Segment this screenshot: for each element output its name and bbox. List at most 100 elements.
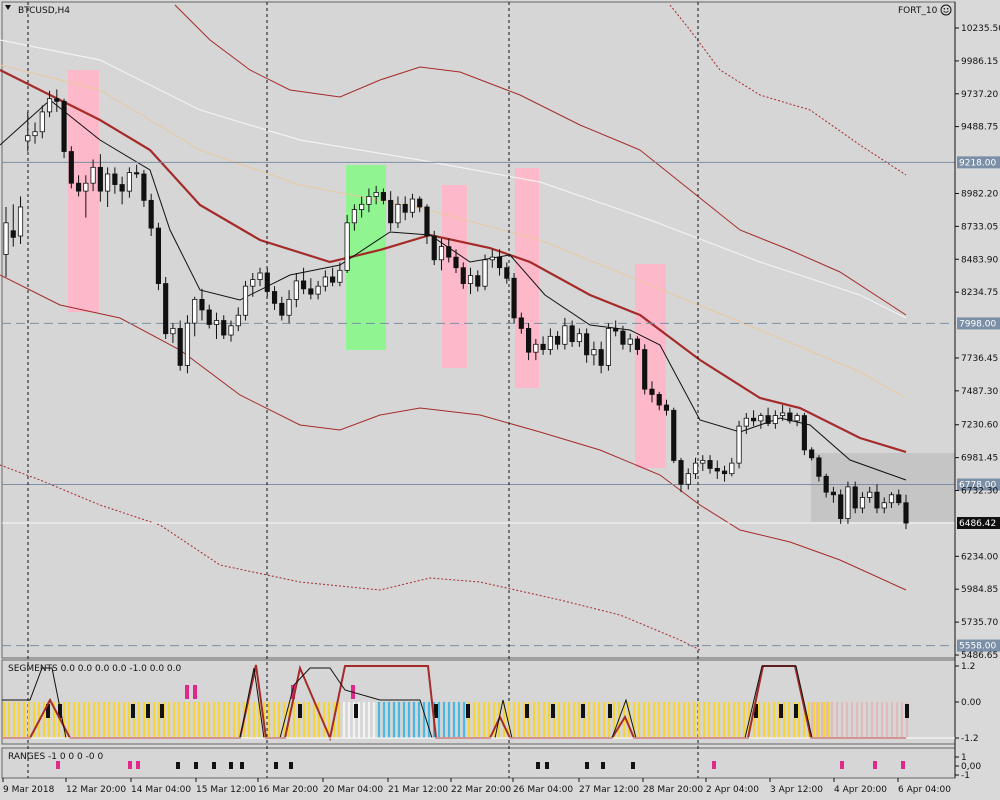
candle[interactable] [598,341,604,374]
candle[interactable] [823,473,829,498]
candle[interactable] [257,267,263,287]
candle[interactable] [25,111,31,152]
candle[interactable] [562,317,568,350]
candle[interactable] [584,328,590,363]
candle[interactable] [221,315,227,340]
candle[interactable] [751,410,757,427]
candle[interactable] [409,193,416,218]
candle[interactable] [315,280,321,300]
candle[interactable] [308,278,314,300]
candle[interactable] [112,167,118,194]
candle[interactable] [794,412,800,427]
ranges-panel[interactable]: 10,00-1 [56,753,981,781]
candle[interactable] [838,489,844,524]
candle[interactable] [293,272,299,308]
candle[interactable] [431,230,437,266]
candle[interactable] [896,489,902,506]
candle[interactable] [663,399,670,416]
candle[interactable] [780,405,786,421]
segments-panel[interactable]: 1.2 0.00 -1.2 [2,662,981,744]
candle[interactable] [97,154,103,202]
candle[interactable] [743,412,749,435]
candle[interactable] [816,455,822,482]
candle[interactable] [540,336,546,355]
candle[interactable] [707,455,713,474]
candle[interactable] [322,270,328,292]
candle[interactable] [438,238,445,271]
candle[interactable] [526,323,532,361]
candle[interactable] [54,89,60,112]
candle[interactable] [17,196,24,244]
horizontal-levels[interactable]: 9218.00 7998.00 6778.00 5558.00 6486.42 [2,156,1000,652]
candle[interactable] [801,412,807,456]
candle[interactable] [199,288,205,321]
smiley-icon[interactable] [940,4,952,16]
candle[interactable] [424,204,430,244]
candle[interactable] [39,105,45,139]
candle[interactable] [620,325,626,350]
candle[interactable] [366,188,372,213]
candle[interactable] [642,344,648,395]
candle[interactable] [344,214,350,273]
candle[interactable] [504,262,510,284]
candle[interactable] [337,262,343,287]
candle[interactable] [46,90,53,118]
candle[interactable] [867,486,873,503]
candle[interactable] [235,307,241,332]
candle[interactable] [68,146,74,189]
candle[interactable] [685,468,691,490]
candle[interactable] [271,286,278,310]
candle[interactable] [83,175,89,218]
candle[interactable] [765,407,771,427]
candle[interactable] [250,272,256,297]
candle[interactable] [671,407,677,464]
candle[interactable] [627,333,633,353]
candle[interactable] [177,320,183,371]
candle[interactable] [380,188,386,205]
candle[interactable] [76,175,82,197]
chevron-down-icon[interactable] [5,5,11,10]
candle[interactable] [613,320,619,337]
candle[interactable] [359,196,365,218]
candle[interactable] [402,196,408,221]
candle[interactable] [330,267,336,287]
candle[interactable] [859,492,866,514]
candle[interactable] [772,410,778,429]
candle[interactable] [206,304,212,329]
candle[interactable] [148,193,154,237]
candle[interactable] [105,167,111,207]
candle[interactable] [395,196,401,229]
candle[interactable] [809,447,815,461]
candle[interactable] [61,98,67,159]
candle[interactable] [569,320,575,347]
candle[interactable] [446,238,452,263]
candle[interactable] [903,494,909,530]
candle[interactable] [874,484,880,514]
candle[interactable] [467,267,474,295]
candle[interactable] [533,339,539,361]
candle[interactable] [729,457,735,477]
candle[interactable] [119,176,125,205]
candle[interactable] [228,320,234,342]
candle[interactable] [547,328,553,355]
candle[interactable] [388,191,394,231]
candle[interactable] [634,336,641,355]
candle[interactable] [758,412,764,429]
candle[interactable] [32,122,38,144]
candle[interactable] [373,185,379,205]
candle[interactable] [301,267,307,295]
candle[interactable] [10,204,16,247]
candle[interactable] [163,276,169,340]
candle[interactable] [736,420,742,469]
candle[interactable] [787,407,793,424]
candle[interactable] [264,267,270,297]
candle[interactable] [714,460,720,479]
candle[interactable] [852,481,858,514]
candle[interactable] [845,481,851,524]
candle[interactable] [489,249,495,268]
candle[interactable] [888,492,895,509]
candle[interactable] [518,312,524,334]
candlestick-series[interactable] [3,89,909,530]
candle[interactable] [279,296,285,321]
